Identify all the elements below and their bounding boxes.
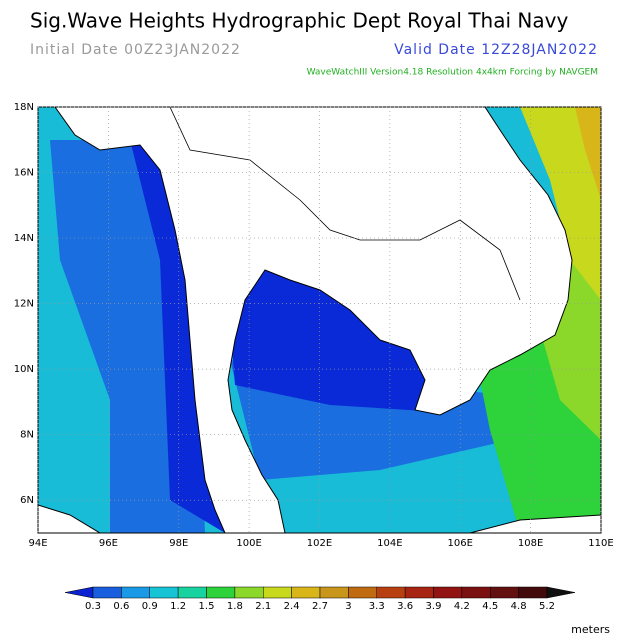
colorbar-box — [348, 586, 377, 599]
colorbar-box — [376, 586, 406, 599]
lat-tick-label: 16N — [14, 168, 34, 179]
lat-tick-label: 10N — [14, 364, 34, 375]
colorbar-label: 4.2 — [454, 601, 470, 612]
colorbar-label: 1.2 — [170, 601, 186, 612]
colorbar-label: 1.5 — [199, 601, 215, 612]
colorbar-label: 4.8 — [511, 601, 527, 612]
lon-tick-label: 108E — [518, 538, 543, 549]
colorbar-box — [319, 586, 349, 599]
valid-date: Valid Date 12Z28JAN2022 — [394, 42, 598, 58]
lon-tick-label: 104E — [377, 538, 402, 549]
colorbar-high — [546, 586, 576, 599]
colorbar-box — [92, 586, 122, 599]
colorbar-box — [234, 586, 264, 599]
colorbar-box — [433, 586, 463, 599]
colorbar-label: 3.6 — [397, 601, 413, 612]
title: Sig.Wave Heights Hydrographic Dept Royal… — [30, 9, 568, 33]
lon-tick-label: 110E — [588, 538, 613, 549]
subtitle: WaveWatchIII Version4.18 Resolution 4x4k… — [307, 68, 598, 78]
colorbar-box — [263, 586, 292, 599]
lon-tick-label: 100E — [236, 538, 261, 549]
colorbar-low — [64, 586, 94, 599]
colorbar-box — [291, 586, 321, 599]
lon-tick-label: 102E — [307, 538, 332, 549]
colorbar-label: 3.9 — [426, 601, 442, 612]
colorbar-label: 0.6 — [113, 601, 129, 612]
colorbar-label: 2.4 — [284, 601, 300, 612]
lon-tick-label: 94E — [28, 538, 47, 549]
colorbar-box — [149, 586, 179, 599]
lat-tick-label: 8N — [20, 430, 34, 441]
colorbar-label: 2.1 — [255, 601, 271, 612]
initial-date: Initial Date 00Z23JAN2022 — [30, 42, 241, 58]
lon-tick-label: 106E — [448, 538, 473, 549]
colorbar-label: 0.3 — [85, 601, 101, 612]
colorbar-box — [461, 586, 491, 599]
colorbar-box — [490, 586, 519, 599]
lat-tick-label: 18N — [14, 102, 34, 113]
colorbar-label: 2.7 — [312, 601, 328, 612]
colorbar-label: 4.5 — [482, 601, 498, 612]
colorbar-box — [518, 586, 548, 599]
colorbar-unit: meters — [571, 623, 610, 636]
lat-tick-label: 14N — [14, 233, 34, 244]
lon-tick-label: 98E — [169, 538, 188, 549]
colorbar-label: 3.3 — [369, 601, 385, 612]
colorbar-label: 0.9 — [142, 601, 158, 612]
grid: 94E 96E 98E 100E 102E 104E 106E 108E 110E 6N 8N 10N… — [14, 102, 614, 549]
lat-tick-label: 6N — [20, 495, 34, 506]
colorbar-box — [177, 586, 207, 599]
colorbar-label: 3 — [345, 601, 351, 612]
colorbar-label: 5.2 — [539, 601, 555, 612]
lon-tick-label: 96E — [99, 538, 118, 549]
colorbar-label: 1.8 — [227, 601, 243, 612]
lat-tick-label: 12N — [14, 299, 34, 310]
wave-field — [38, 107, 601, 533]
colorbar-box — [206, 586, 236, 599]
colorbar-box — [404, 586, 434, 599]
colorbar-box — [121, 586, 150, 599]
colorbar: 0.3 0.6 0.9 1.2 1.5 1.8 2.1 2.4 2.7 3 3.3 3.6 3.9 4.2… — [64, 586, 576, 612]
